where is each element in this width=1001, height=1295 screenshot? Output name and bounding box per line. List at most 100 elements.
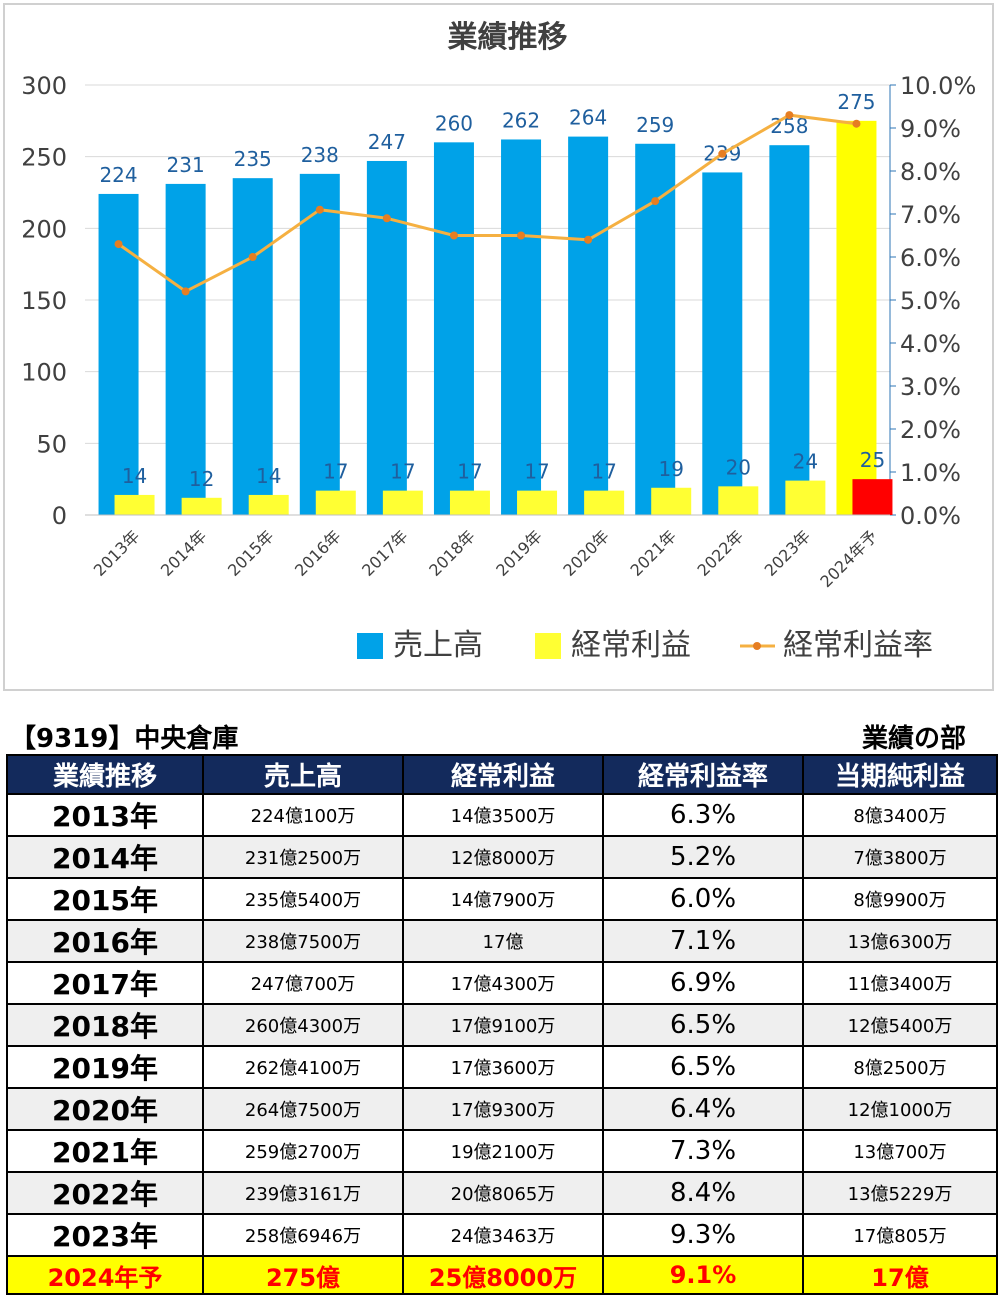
bar-profit <box>315 490 356 515</box>
x-tick-label: 2020年 <box>559 526 613 580</box>
line-point <box>315 205 324 214</box>
bar-sales <box>702 172 743 515</box>
cell-year: 2018年 <box>6 1003 204 1047</box>
cell-sales: 260億4300万 <box>202 1003 404 1047</box>
cell-net-income: 12億5400万 <box>802 1003 998 1047</box>
cell-sales: 235億5400万 <box>202 877 404 921</box>
cell-ordinary-profit: 17億 <box>402 919 604 963</box>
cell-net-income: 11億3400万 <box>802 961 998 1005</box>
line-point <box>718 149 727 158</box>
cell-sales: 275億 <box>202 1255 404 1295</box>
y-tick-label: 150 <box>21 287 67 315</box>
cell-sales: 239億3161万 <box>202 1171 404 1215</box>
cell-ordinary-profit: 14億3500万 <box>402 793 604 837</box>
company-name: 【9319】中央倉庫 <box>10 724 239 754</box>
header-period: 業績推移 <box>6 754 204 795</box>
bar-sales <box>433 142 474 516</box>
cell-ordinary-profit: 19億2100万 <box>402 1129 604 1173</box>
bar-sales-label: 231 <box>167 153 205 177</box>
cell-year: 2013年 <box>6 793 204 837</box>
cell-sales: 259億2700万 <box>202 1129 404 1173</box>
bar-profit <box>718 486 759 515</box>
bar-sales-label: 275 <box>837 90 875 114</box>
bar-profit-label: 17 <box>524 460 549 484</box>
cell-ordinary-profit: 17億9300万 <box>402 1087 604 1131</box>
bar-profit-label: 12 <box>189 467 214 491</box>
cell-ordinary-profit: 17億4300万 <box>402 961 604 1005</box>
bar-sales-label: 238 <box>301 143 339 167</box>
line-point <box>382 214 391 223</box>
performance-table: 業績推移 売上高 経常利益 経常利益率 当期純利益 2013年 224億100万 1… <box>6 754 998 1295</box>
legend-label-profit: 経常利益 <box>571 628 691 663</box>
cell-profit-rate: 6.5% <box>602 1045 804 1089</box>
y2-tick-label: 2.0% <box>900 416 961 444</box>
bar-sales <box>501 139 542 515</box>
line-point <box>517 231 526 240</box>
bar-profit-label: 17 <box>457 460 482 484</box>
x-tick-label: 2018年 <box>425 526 479 580</box>
cell-sales: 247億700万 <box>202 961 404 1005</box>
chart-panel: 業績推移 0 50 100 150 200 250 300 0.0% 1.0% 2.0% 3.0% 4.… <box>3 3 994 691</box>
bar-sales <box>836 120 877 515</box>
bar-sales-label: 224 <box>99 163 137 187</box>
cell-profit-rate: 9.3% <box>602 1213 804 1257</box>
x-tick-label: 2022年 <box>694 526 748 580</box>
table-row: 2021年 259億2700万 19億2100万 7.3% 13億700万 <box>6 1129 998 1173</box>
legend-label-sales: 売上高 <box>393 628 483 663</box>
x-tick-label: 2013年 <box>90 526 144 580</box>
cell-profit-rate: 5.2% <box>602 835 804 879</box>
cell-profit-rate: 7.1% <box>602 919 804 963</box>
bar-sales <box>232 178 273 515</box>
cell-profit-rate: 8.4% <box>602 1171 804 1215</box>
cell-year: 2014年 <box>6 835 204 879</box>
table-row: 2016年 238億7500万 17億 7.1% 13億6300万 <box>6 919 998 963</box>
table-row: 2023年 258億6946万 24億3463万 9.3% 17億805万 <box>6 1213 998 1257</box>
cell-profit-rate: 6.5% <box>602 1003 804 1047</box>
line-point <box>449 231 458 240</box>
cell-year: 2017年 <box>6 961 204 1005</box>
cell-profit-rate: 6.3% <box>602 793 804 837</box>
cell-profit-rate: 7.3% <box>602 1129 804 1173</box>
cell-ordinary-profit: 20億8065万 <box>402 1171 604 1215</box>
bar-sales-label: 235 <box>234 147 272 171</box>
cell-sales: 238億7500万 <box>202 919 404 963</box>
bar-sales <box>165 183 206 515</box>
line-point <box>785 111 794 120</box>
bar-sales-label: 247 <box>368 130 406 154</box>
bar-profit-label: 17 <box>390 460 415 484</box>
bar-sales <box>568 136 609 515</box>
cell-year: 2023年 <box>6 1213 204 1257</box>
y2-tick-label: 1.0% <box>900 459 961 487</box>
table-row-forecast: 2024年予 275億 25億8000万 9.1% 17億 <box>6 1255 998 1295</box>
x-tick-label: 2019年 <box>492 526 546 580</box>
cell-ordinary-profit: 12億8000万 <box>402 835 604 879</box>
bar-profit <box>248 494 289 515</box>
bar-sales <box>635 143 676 515</box>
cell-net-income: 17億 <box>802 1255 998 1295</box>
table-header-row: 業績推移 売上高 経常利益 経常利益率 当期純利益 <box>6 754 998 795</box>
bar-profit-label: 25 <box>860 448 885 472</box>
bar-profit-label: 19 <box>658 457 683 481</box>
cell-ordinary-profit: 17億9100万 <box>402 1003 604 1047</box>
cell-net-income: 8億2500万 <box>802 1045 998 1089</box>
cell-ordinary-profit: 25億8000万 <box>402 1255 604 1295</box>
cell-year: 2015年 <box>6 877 204 921</box>
cell-ordinary-profit: 24億3463万 <box>402 1213 604 1257</box>
cell-net-income: 13億6300万 <box>802 919 998 963</box>
x-tick-label: 2014年 <box>157 526 211 580</box>
y-tick-label: 100 <box>21 359 67 387</box>
x-tick-label: 2023年 <box>761 526 815 580</box>
bar-profit-label: 17 <box>591 460 616 484</box>
table-title-row: 【9319】中央倉庫 業績の部 <box>6 718 996 754</box>
bar-profit <box>517 490 558 515</box>
cell-sales: 231億2500万 <box>202 835 404 879</box>
bar-sales-label: 259 <box>636 113 674 137</box>
bar-sales <box>299 173 340 515</box>
line-profit-rate <box>117 113 857 294</box>
bar-profit-label: 24 <box>793 450 818 474</box>
y2-tick-label: 5.0% <box>900 287 961 315</box>
legend-swatch-sales <box>357 633 383 659</box>
table-row: 2019年 262億4100万 17億3600万 6.5% 8億2500万 <box>6 1045 998 1089</box>
bar-profit-label: 14 <box>122 464 147 488</box>
bar-profit-label: 14 <box>256 464 281 488</box>
